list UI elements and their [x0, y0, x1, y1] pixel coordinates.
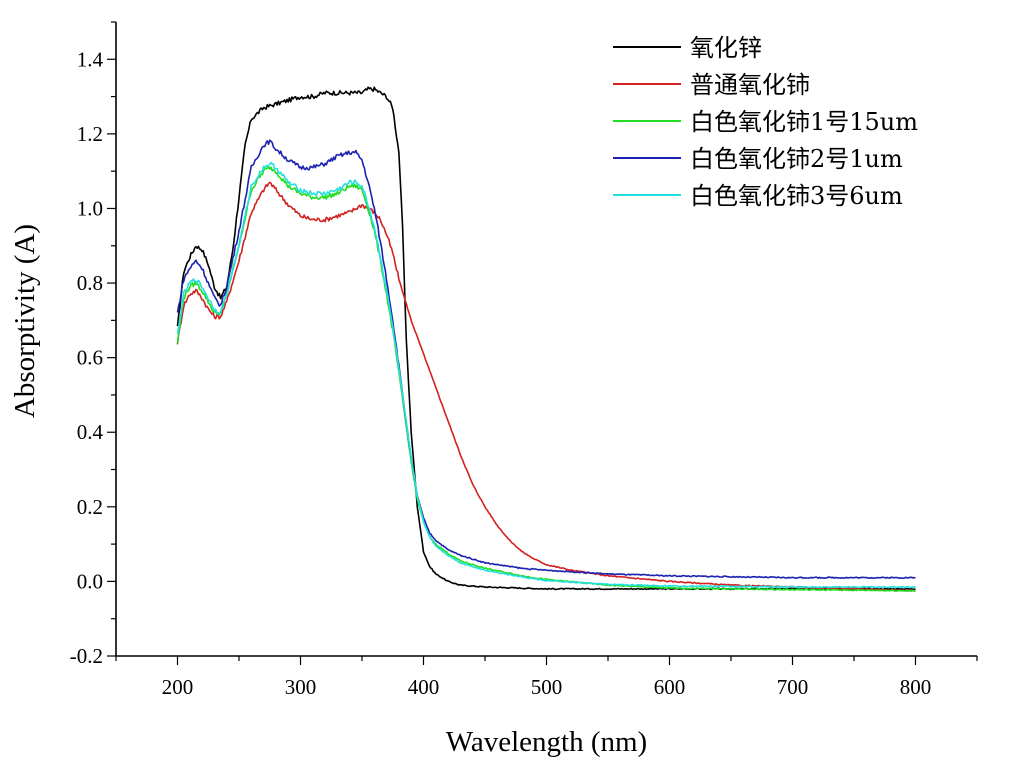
- y-tick-label: 1.4: [77, 47, 104, 71]
- y-tick-label: -0.2: [70, 644, 103, 668]
- series-group: [176, 86, 916, 592]
- legend-label-2: 普通氧化铈: [690, 71, 810, 99]
- x-tick-label: 700: [777, 675, 809, 699]
- ticks-group: 200 300 400 500 600 700 800 -0.2 0.0 0.2 0.4 0.6 0.8…: [70, 21, 978, 699]
- y-axis-title: Absorptivity (A): [9, 224, 41, 418]
- y-tick-label: 0.2: [77, 495, 103, 519]
- y-tick-label: 1.2: [77, 122, 103, 146]
- x-tick-label: 200: [162, 675, 194, 699]
- series-line-5: [176, 161, 916, 589]
- x-tick-label: 800: [900, 675, 932, 699]
- series-line-2: [176, 181, 916, 592]
- y-tick-label: 0.0: [77, 569, 103, 593]
- x-tick-label: 300: [285, 675, 317, 699]
- x-tick-label: 500: [531, 675, 563, 699]
- legend-label-5: 白色氧化铈3号6um: [690, 182, 903, 210]
- y-tick-label: 0.8: [77, 271, 103, 295]
- x-tick-label: 600: [654, 675, 686, 699]
- legend-label-4: 白色氧化铈2号1um: [690, 145, 903, 173]
- series-line-3: [176, 166, 916, 592]
- y-tick-label: 0.4: [77, 420, 104, 444]
- legend-label-3: 白色氧化铈1号15um: [690, 108, 918, 136]
- legend-label-1: 氧化锌: [690, 34, 762, 62]
- series-line-4: [176, 139, 916, 580]
- x-tick-label: 400: [408, 675, 440, 699]
- x-axis-title: Wavelength (nm): [446, 726, 647, 758]
- y-tick-label: 0.6: [77, 346, 103, 370]
- y-tick-label: 1.0: [77, 196, 103, 220]
